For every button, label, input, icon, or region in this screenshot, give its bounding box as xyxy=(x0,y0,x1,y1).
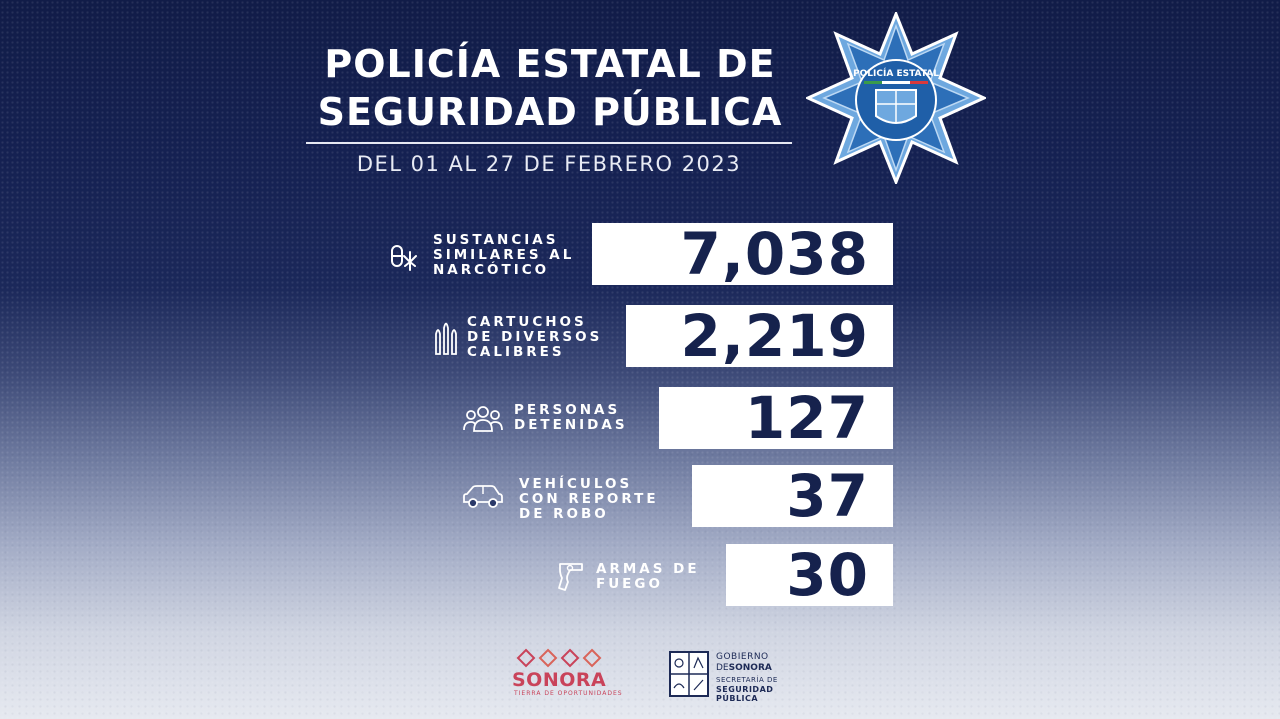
label-line: SIMILARES AL xyxy=(433,247,575,263)
sonora-coat-of-arms-icon xyxy=(669,651,709,697)
title-line-2: SEGURIDAD PÚBLICA xyxy=(317,90,783,134)
label-line: SUSTANCIAS xyxy=(433,232,559,248)
gov-logo-line-3: SECRETARÍA DE xyxy=(716,676,778,684)
gov-name: SONORA xyxy=(728,663,772,673)
label-line: CARTUCHOS xyxy=(467,314,587,330)
title-line-1: POLICÍA ESTATAL DE xyxy=(324,42,776,86)
revolver-icon xyxy=(558,563,583,591)
stat-label-substances: SUSTANCIAS SIMILARES AL NARCÓTICO xyxy=(433,233,574,278)
label-line: DE ROBO xyxy=(519,506,609,522)
police-badge-icon: POLICÍA ESTATAL xyxy=(806,12,986,184)
stat-value-firearms: 30 xyxy=(726,544,893,606)
stat-value-people: 127 xyxy=(659,387,893,449)
badge-text: POLICÍA ESTATAL xyxy=(853,67,939,79)
label-line: PERSONAS xyxy=(514,402,621,418)
sonora-tagline: TIERRA DE OPORTUNIDADES xyxy=(514,690,623,697)
title-divider xyxy=(306,142,792,144)
label-line: CON REPORTE xyxy=(519,491,659,507)
stat-label-people: PERSONAS DETENIDAS xyxy=(514,403,628,433)
page-title: POLICÍA ESTATAL DE SEGURIDAD PÚBLICA xyxy=(308,40,792,136)
gov-logo-line-1: GOBIERNO xyxy=(716,652,769,662)
gov-prefix: DE xyxy=(716,663,729,673)
date-range: DEL 01 AL 27 DE FEBRERO 2023 xyxy=(356,152,742,176)
stat-label-ammunition: CARTUCHOS DE DIVERSOS CALIBRES xyxy=(467,315,602,360)
stat-value-vehicles: 37 xyxy=(692,465,893,527)
stat-label-vehicles: VEHÍCULOS CON REPORTE DE ROBO xyxy=(519,477,659,522)
car-icon xyxy=(463,485,503,508)
gov-logo-line-2: DESONORA xyxy=(716,663,772,673)
label-line: DE DIVERSOS xyxy=(467,329,603,345)
substances-icon xyxy=(391,245,417,271)
sonora-logo-text: SONORA xyxy=(512,669,607,691)
label-line: CALIBRES xyxy=(467,344,565,360)
label-line: FUEGO xyxy=(596,576,663,592)
stat-value-substances: 7,038 xyxy=(592,223,893,285)
sonora-emblem-icon xyxy=(516,648,602,668)
stat-value-ammunition: 2,219 xyxy=(626,305,893,367)
label-line: VEHÍCULOS xyxy=(519,476,633,492)
ammunition-icon xyxy=(435,322,457,355)
label-line: ARMAS DE xyxy=(596,561,700,577)
gov-logo-line-4: SEGURIDAD xyxy=(716,685,774,694)
stat-label-firearms: ARMAS DE FUEGO xyxy=(596,562,700,592)
label-line: NARCÓTICO xyxy=(433,262,550,278)
people-icon xyxy=(463,406,503,432)
gov-logo-line-5: PÚBLICA xyxy=(716,694,759,703)
label-line: DETENIDAS xyxy=(514,417,628,433)
